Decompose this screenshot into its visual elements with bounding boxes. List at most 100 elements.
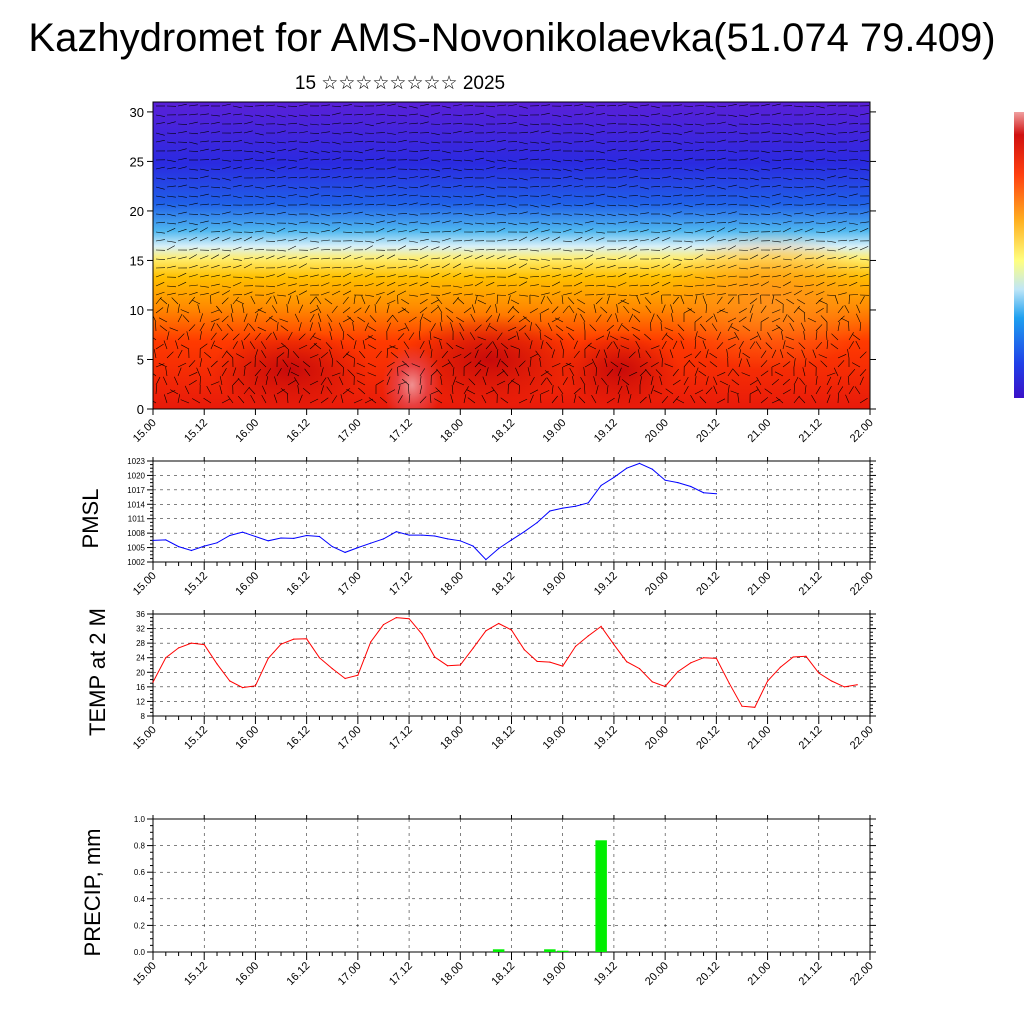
- wind-barb: [452, 272, 462, 278]
- wind-barb: [507, 295, 511, 305]
- wind-barb: [452, 354, 462, 359]
- wind-barb: [815, 193, 825, 197]
- wind-barb: [430, 212, 440, 215]
- wind-barb: [177, 166, 187, 170]
- wind-barb: [567, 333, 575, 341]
- wind-barb: [507, 249, 518, 251]
- wind-barb: [254, 141, 265, 143]
- wind-barb: [672, 258, 682, 261]
- wind-barb: [232, 140, 242, 143]
- wind-barb: [298, 255, 308, 260]
- x-tick-label: 18.00: [438, 570, 466, 598]
- wind-barb: [584, 202, 594, 206]
- wind-barb: [782, 168, 793, 170]
- wind-barb: [727, 317, 737, 323]
- wind-barb: [296, 295, 300, 305]
- wind-barb: [661, 167, 671, 170]
- wind-barb: [727, 255, 737, 260]
- wind-barb: [265, 240, 276, 242]
- wind-barb: [408, 275, 418, 278]
- wind-barb: [496, 313, 501, 323]
- wind-barb: [562, 184, 572, 188]
- wind-barb: [328, 322, 333, 332]
- wind-barb: [397, 105, 407, 109]
- wind-barb: [606, 385, 609, 395]
- wind-barb: [738, 158, 748, 161]
- wind-barb: [540, 204, 550, 208]
- wind-barb: [529, 221, 539, 224]
- wind-barb: [635, 340, 641, 350]
- wind-barb: [650, 141, 661, 143]
- wind-barb: [782, 291, 792, 296]
- wind-barb: [826, 175, 836, 179]
- wind-barb: [440, 312, 443, 323]
- wind-barb: [452, 263, 462, 269]
- wind-barb: [353, 159, 363, 162]
- wind-barb: [155, 140, 165, 143]
- wind-barb: [705, 376, 709, 386]
- data-point: [831, 680, 833, 682]
- wind-barb: [331, 284, 341, 287]
- wind-barb: [523, 315, 531, 323]
- wind-barb: [782, 177, 792, 181]
- wind-barb: [463, 222, 473, 225]
- wind-barb: [265, 274, 275, 278]
- wind-barb: [573, 204, 584, 207]
- wind-barb: [397, 186, 407, 189]
- wind-barb: [276, 123, 286, 126]
- wind-barb: [401, 299, 410, 305]
- wind-barb: [309, 240, 319, 243]
- wind-barb: [760, 222, 770, 226]
- wind-barb: [782, 389, 791, 395]
- x-tick-label: 22.00: [848, 570, 876, 598]
- data-point: [344, 551, 346, 554]
- wind-barb: [397, 230, 407, 233]
- wind-barb: [430, 149, 441, 152]
- wind-barb: [430, 246, 440, 251]
- wind-barb: [199, 123, 210, 125]
- wind-barb: [606, 293, 617, 296]
- wind-barb: [837, 393, 839, 404]
- wind-barb: [221, 360, 229, 368]
- wind-barb: [430, 141, 440, 144]
- wind-barb: [320, 291, 330, 296]
- wind-barb: [653, 390, 663, 395]
- wind-barb: [375, 121, 385, 125]
- wind-barb: [186, 331, 190, 341]
- wind-barb: [342, 388, 351, 395]
- wind-barb: [837, 354, 847, 359]
- wind-barb: [298, 284, 308, 287]
- x-tick-label: 20.12: [694, 570, 722, 598]
- data-point: [203, 644, 205, 646]
- wind-barb: [188, 360, 196, 368]
- wind-barb: [665, 388, 674, 395]
- wind-barb: [639, 285, 650, 287]
- wind-barb: [353, 295, 356, 305]
- wind-barb: [804, 213, 814, 217]
- wind-barb: [397, 290, 407, 296]
- wind-barb: [645, 350, 652, 359]
- wind-barb: [507, 141, 518, 143]
- wind-barb: [177, 177, 188, 180]
- wind-barb: [254, 369, 262, 377]
- data-point: [242, 687, 244, 689]
- wind-barb: [639, 186, 649, 190]
- wind-barb: [826, 123, 836, 126]
- wind-barb: [854, 386, 861, 395]
- wind-barb: [155, 343, 164, 350]
- wind-barb: [430, 240, 440, 243]
- wind-barb: [650, 186, 661, 188]
- wind-barb: [496, 167, 506, 170]
- wind-barb: [606, 324, 614, 332]
- wind-barb: [419, 168, 430, 171]
- wind-barb: [342, 123, 353, 125]
- wind-barb: [749, 254, 759, 260]
- wind-barb: [700, 323, 707, 332]
- wind-barb: [848, 168, 858, 171]
- wind-barb: [232, 113, 242, 116]
- wind-barb: [518, 211, 528, 215]
- wind-barb: [496, 358, 501, 368]
- wind-barb: [782, 132, 792, 136]
- wind-barb: [551, 132, 561, 135]
